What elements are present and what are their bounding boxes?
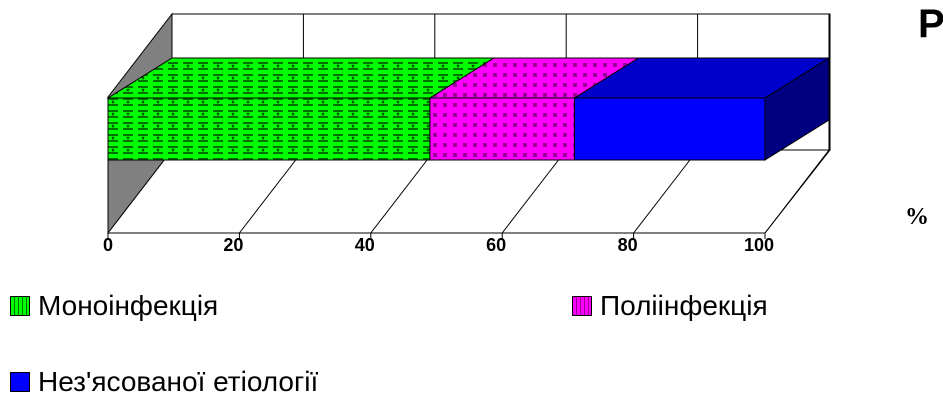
legend-item-poly: Поліінфекція bbox=[572, 290, 768, 322]
x-axis-unit: % bbox=[905, 204, 929, 230]
x-axis-ticks: 0 20 40 60 80 100 bbox=[103, 233, 774, 255]
bar-front-1 bbox=[429, 97, 575, 161]
legend-item-unknown: Нез'ясованої етіології bbox=[10, 366, 318, 398]
bar-side bbox=[764, 57, 830, 161]
tick-label: 80 bbox=[618, 235, 638, 255]
bar-front-0 bbox=[107, 97, 431, 161]
bar-top-0 bbox=[106, 57, 496, 99]
tick-label: 0 bbox=[103, 235, 113, 255]
floor bbox=[106, 149, 832, 234]
tick-label: 20 bbox=[223, 235, 243, 255]
gridline-floor bbox=[501, 149, 567, 234]
gridline-floor bbox=[633, 149, 698, 234]
bars bbox=[106, 57, 831, 161]
legend-label-poly: Поліінфекція bbox=[600, 290, 768, 321]
legend-swatch-mono bbox=[10, 296, 30, 316]
bar-front-2 bbox=[573, 97, 766, 161]
legend-swatch-poly bbox=[572, 296, 592, 316]
legend-label-unknown: Нез'ясованої етіології bbox=[38, 366, 319, 397]
chart-title-fragment: Р bbox=[918, 2, 943, 46]
legend-label-mono: Моноінфекція bbox=[38, 290, 219, 321]
tick-label: 100 bbox=[744, 235, 774, 255]
gridline-floor bbox=[239, 149, 304, 234]
legend-swatch-unknown bbox=[10, 372, 30, 392]
legend-item-mono: Моноінфекція bbox=[10, 290, 218, 322]
tick-label: 60 bbox=[486, 235, 506, 255]
gridline-floor bbox=[370, 149, 436, 234]
tick-label: 40 bbox=[355, 235, 375, 255]
gridline-floor bbox=[764, 149, 830, 234]
